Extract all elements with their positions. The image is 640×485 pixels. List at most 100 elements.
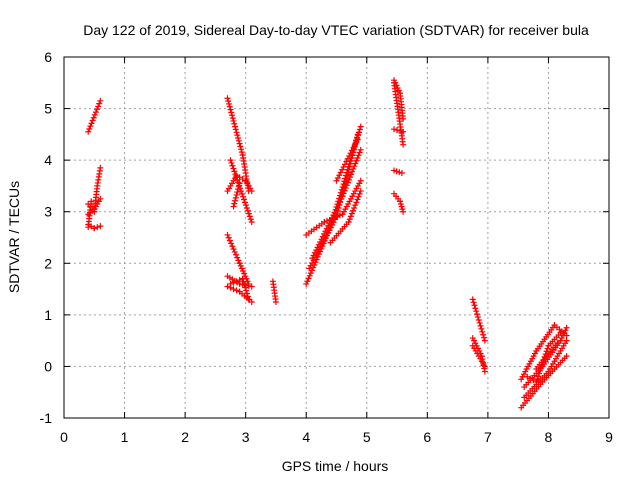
data-point-marker: [477, 322, 484, 329]
data-point-marker: [247, 216, 254, 223]
data-point-marker: [248, 283, 255, 290]
data-point-marker: [248, 298, 255, 305]
data-point-marker: [94, 106, 101, 113]
data-point-marker: [236, 277, 243, 284]
data-point-marker: [479, 328, 486, 335]
data-point-marker: [226, 237, 233, 244]
data-point-marker: [97, 223, 104, 230]
data-point-marker: [344, 179, 351, 186]
data-point-marker: [354, 131, 361, 138]
data-point-marker: [224, 95, 231, 102]
data-point-marker: [347, 213, 354, 220]
data-point-marker: [563, 324, 570, 331]
data-point-marker: [354, 155, 361, 162]
y-tick-label: -1: [40, 410, 53, 426]
data-point-marker: [480, 331, 487, 338]
data-point-marker: [272, 298, 279, 305]
data-point-marker: [396, 169, 403, 176]
data-point-marker: [244, 207, 251, 214]
data-point-marker: [236, 174, 243, 181]
data-point-marker: [309, 255, 316, 262]
data-point-marker: [400, 141, 407, 148]
x-tick-label: 4: [302, 429, 310, 445]
data-point-marker: [230, 246, 237, 253]
data-point-marker: [88, 120, 95, 127]
y-tick-label: 0: [44, 358, 52, 374]
data-point-marker: [233, 172, 240, 179]
x-tick-label: 6: [423, 429, 431, 445]
tick-labels: 0 1 2 3 4 5 6 7 8 9 -1 0 1 2 3 4 5 6: [40, 49, 614, 445]
x-tick-label: 7: [484, 429, 492, 445]
data-point-marker: [317, 238, 324, 245]
data-point-marker: [90, 114, 97, 121]
data-point-marker: [226, 100, 233, 107]
data-point-marker: [238, 146, 245, 153]
data-point-marker: [243, 204, 250, 211]
data-point-marker: [230, 117, 237, 124]
data-point-marker: [563, 337, 570, 344]
axis-ticks: [63, 56, 610, 419]
plot-frame: [63, 56, 610, 419]
data-point-marker: [474, 311, 481, 318]
data-point-marker: [225, 234, 232, 241]
data-point-marker: [304, 278, 311, 285]
data-point-marker: [335, 201, 342, 208]
data-point-marker: [481, 337, 488, 344]
data-point-marker: [481, 368, 488, 375]
data-point-marker: [245, 296, 252, 303]
data-point-marker: [306, 272, 313, 279]
data-point-marker: [232, 194, 239, 201]
data-point-marker: [230, 203, 237, 210]
data-point-marker: [472, 305, 479, 312]
data-point-marker: [233, 287, 240, 294]
data-point-marker: [475, 317, 482, 324]
data-point-marker: [230, 279, 237, 286]
data-point-marker: [321, 230, 328, 237]
y-axis-label: SDTVAR / TECUs: [6, 181, 22, 293]
x-tick-label: 5: [363, 429, 371, 445]
data-point-marker: [398, 170, 405, 177]
data-point-marker: [322, 228, 329, 235]
data-point-marker: [391, 167, 398, 174]
data-point-marker: [481, 363, 488, 370]
data-point-marker: [347, 174, 354, 181]
data-point-marker: [229, 115, 236, 122]
data-point-marker: [356, 190, 363, 197]
data-point-marker: [535, 373, 542, 380]
data-point-marker: [354, 196, 361, 203]
data-point-marker: [229, 112, 236, 119]
data-point-marker: [233, 191, 240, 198]
data-point-marker: [231, 120, 238, 127]
data-point-marker: [537, 365, 544, 372]
data-point-marker: [85, 128, 92, 135]
data-point-marker: [238, 188, 245, 195]
data-point-marker: [318, 236, 325, 243]
data-point-marker: [530, 377, 537, 384]
data-point-marker: [248, 219, 255, 226]
data-point-marker: [473, 308, 480, 315]
x-axis-label: GPS time / hours: [282, 458, 389, 474]
data-point-marker: [356, 126, 363, 133]
data-point-marker: [557, 329, 564, 336]
y-tick-label: 6: [44, 49, 52, 65]
data-point-marker: [471, 302, 478, 309]
data-point-marker: [236, 140, 243, 147]
data-point-marker: [305, 275, 312, 282]
data-point-marker: [356, 149, 363, 156]
data-point-marker: [227, 106, 234, 113]
data-point-marker: [307, 270, 314, 277]
data-point-marker: [347, 157, 354, 164]
data-point-marker: [234, 189, 241, 196]
x-tick-label: 0: [60, 429, 68, 445]
data-point-marker: [239, 190, 246, 197]
data-point-marker: [524, 373, 531, 380]
data-point-marker: [311, 249, 318, 256]
data-point-marker: [397, 127, 404, 134]
data-point-marker: [97, 195, 104, 202]
data-point-marker: [355, 152, 362, 159]
data-point-marker: [534, 376, 541, 383]
data-point-marker: [224, 283, 231, 290]
data-point-marker: [332, 206, 339, 213]
data-point-marker: [245, 282, 252, 289]
